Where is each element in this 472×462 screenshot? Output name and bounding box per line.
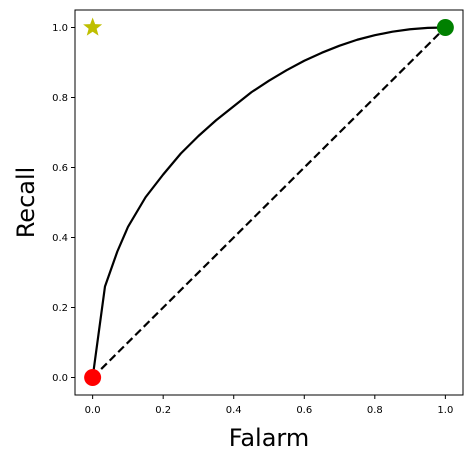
ideal-point-star-marker — [83, 17, 103, 36]
y-tick-label: 0.2 — [52, 303, 68, 314]
y-axis-label: Recall — [12, 167, 40, 239]
diagonal-reference-line — [91, 26, 447, 379]
y-tick-label: 0.4 — [52, 233, 68, 244]
x-tick-label: 0.0 — [85, 405, 101, 416]
y-tick-label: 0.6 — [52, 163, 68, 174]
x-axis-ticks: 0.0 0.2 0.4 0.6 0.8 1.0 — [85, 395, 453, 416]
x-tick-label: 0.8 — [367, 405, 383, 416]
y-tick-label: 0.8 — [52, 93, 68, 104]
x-tick-label: 1.0 — [437, 405, 453, 416]
marker-layer — [83, 17, 454, 386]
roc-curve-line — [91, 26, 446, 378]
perfect-point-marker — [436, 19, 454, 36]
x-tick-label: 0.2 — [155, 405, 171, 416]
origin-point-marker — [84, 369, 102, 386]
x-tick-label: 0.4 — [226, 405, 242, 416]
y-tick-label: 1.0 — [52, 23, 68, 34]
y-tick-label: 0.0 — [52, 373, 68, 384]
y-axis-ticks: 0.0 0.2 0.4 0.6 0.8 1.0 — [52, 23, 75, 384]
plot-area — [74, 9, 464, 396]
series-layer — [91, 26, 447, 379]
x-tick-label: 0.6 — [296, 405, 312, 416]
x-axis-label: Falarm — [229, 424, 310, 452]
